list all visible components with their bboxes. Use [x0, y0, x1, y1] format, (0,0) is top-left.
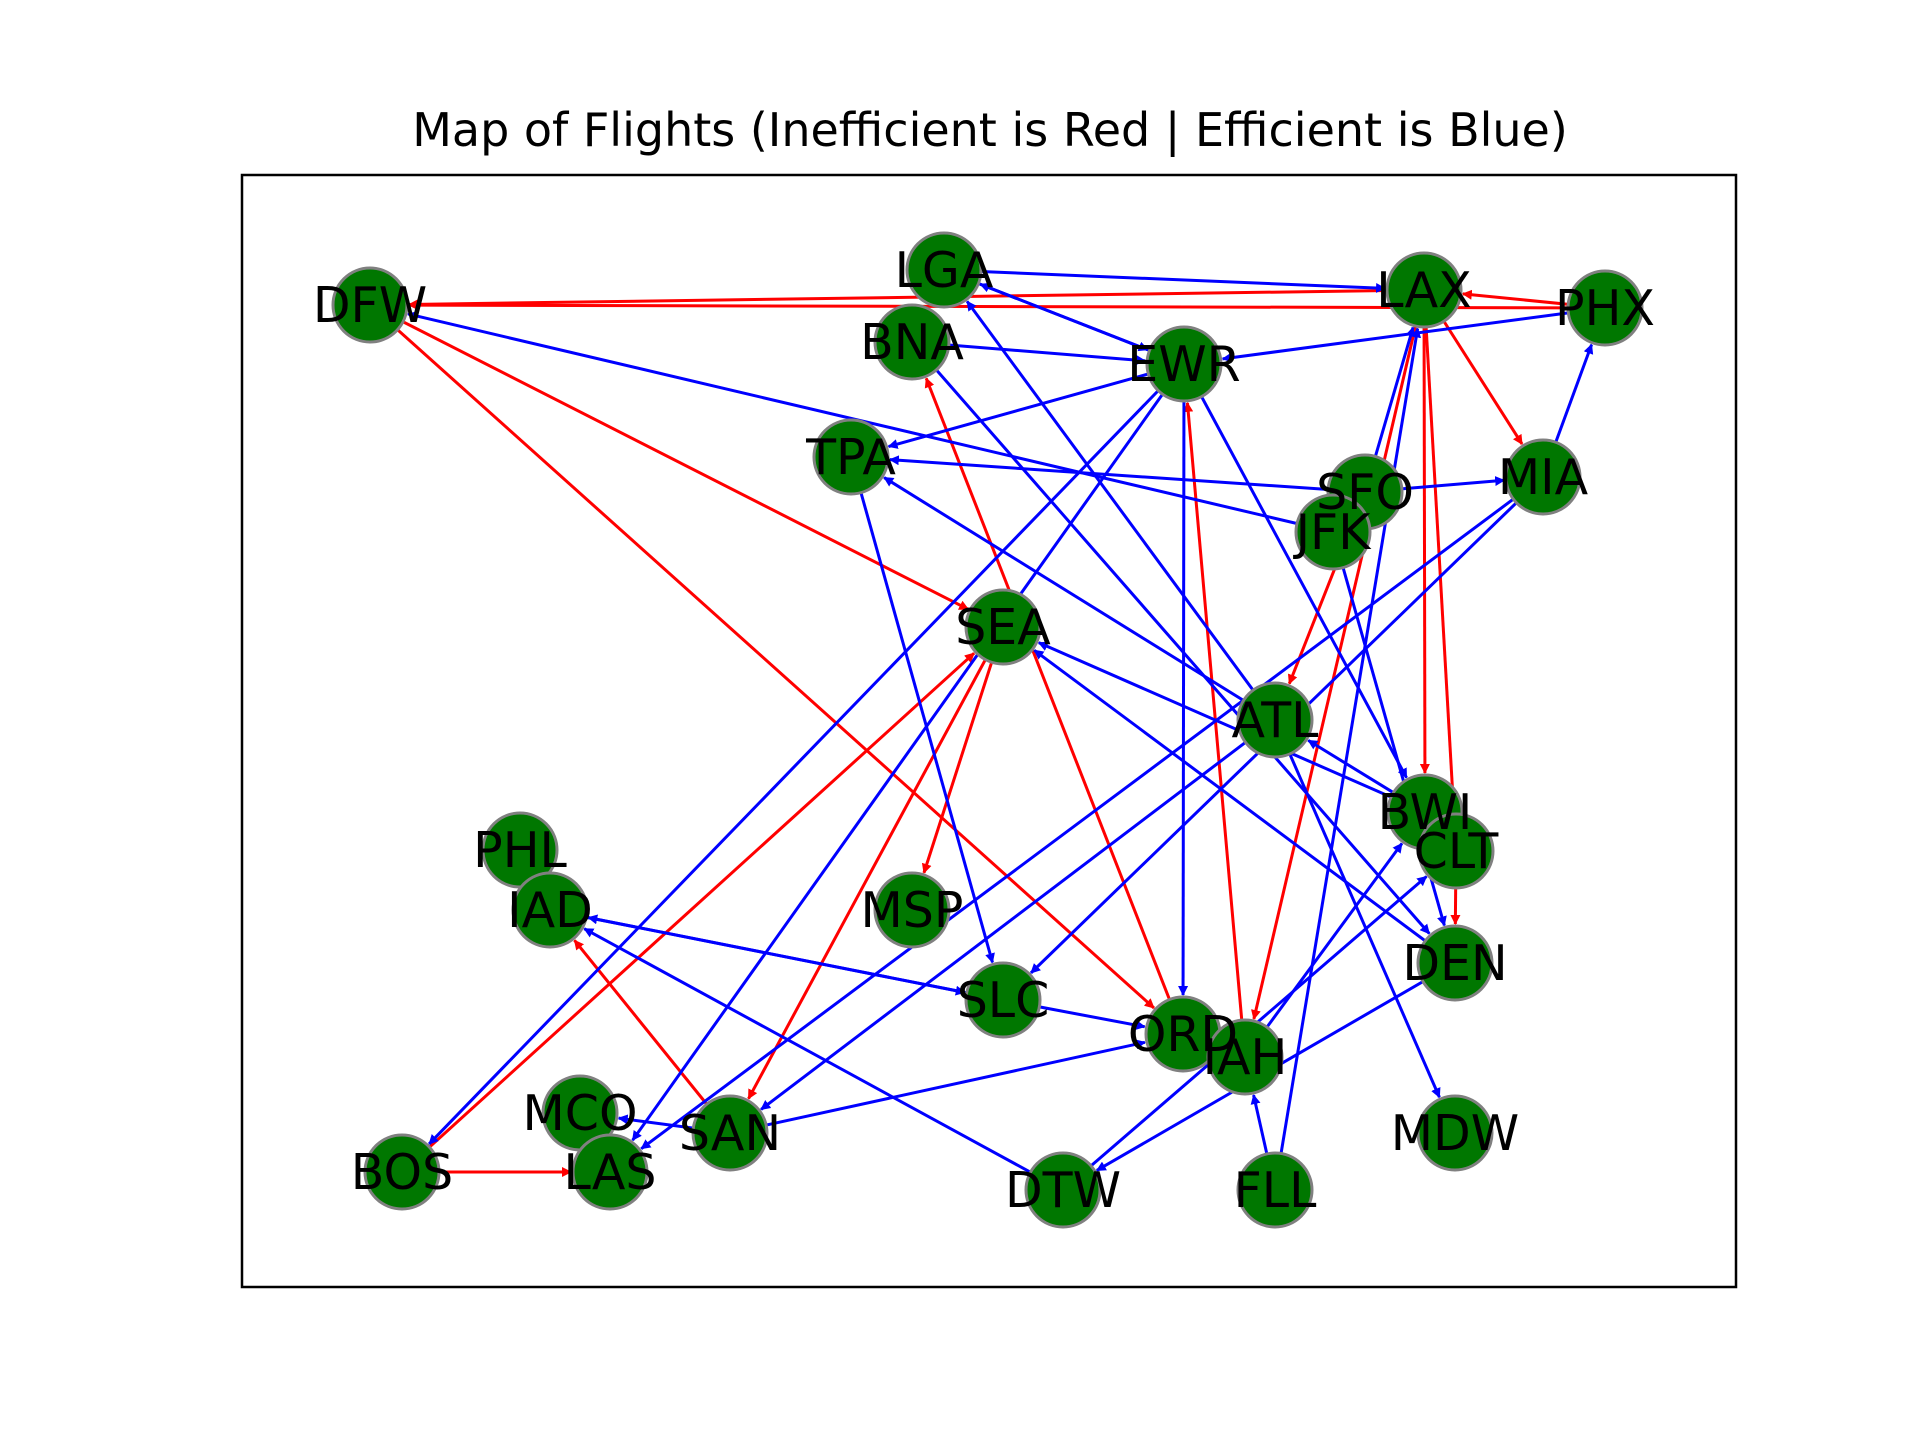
node-lax	[1385, 251, 1463, 329]
edge-ewr-las	[631, 363, 1186, 1142]
node-iad	[511, 871, 589, 949]
node-label-dfw: DFW	[313, 277, 427, 334]
node-label-mia: MIA	[1498, 449, 1589, 506]
node-label-lax: LAX	[1376, 262, 1472, 319]
node-label-fll: FLL	[1234, 1162, 1317, 1219]
chart-title: Map of Flights (Inefficient is Red | Eff…	[412, 103, 1568, 158]
edge-sfo-tpa	[888, 455, 1366, 494]
node-label-iad: IAD	[507, 882, 593, 939]
edge-slc-iad	[587, 914, 1004, 1002]
edge-bna-den	[910, 341, 1431, 935]
edge-ewr-bos	[428, 362, 1186, 1146]
node-ewr	[1145, 325, 1223, 403]
node-label-bwi: BWI	[1378, 784, 1473, 841]
edge-dtw-iad	[583, 927, 1064, 1192]
edge-bos-sea	[400, 652, 976, 1174]
edge-sea-san	[747, 626, 1005, 1100]
edges-layer	[368, 268, 1606, 1192]
edge-lax-bwi	[1419, 289, 1430, 775]
node-tpa	[812, 418, 890, 496]
node-slc	[964, 961, 1042, 1039]
edge-ord-bna	[924, 377, 1185, 1035]
node-den	[1416, 924, 1494, 1002]
edge-ewr-ord	[1178, 363, 1189, 997]
edge-lga-lax	[943, 268, 1387, 293]
node-label-den: DEN	[1402, 935, 1507, 992]
node-label-sea: SEA	[955, 599, 1051, 656]
node-label-san: SAN	[679, 1105, 781, 1162]
plot-frame	[240, 173, 1738, 1289]
node-lga	[905, 231, 983, 309]
edge-dfw-sea	[369, 303, 970, 611]
node-dfw	[331, 266, 409, 344]
node-label-bos: BOS	[351, 1144, 453, 1201]
node-mia	[1504, 438, 1582, 516]
node-label-lga: LGA	[895, 242, 994, 299]
node-bos	[363, 1133, 441, 1211]
node-sea	[964, 588, 1042, 666]
node-label-mdw: MDW	[1391, 1105, 1519, 1162]
node-jfk	[1294, 493, 1372, 571]
edge-sea-msp	[921, 626, 1005, 874]
node-fll	[1236, 1151, 1314, 1229]
edge-atl-mdw	[1273, 719, 1441, 1099]
edge-bna-ewr	[911, 340, 1147, 366]
node-atl	[1236, 681, 1314, 759]
node-label-phx: PHX	[1555, 280, 1655, 337]
edge-ewr-bwi	[1182, 363, 1408, 779]
node-label-iah: IAH	[1203, 1029, 1288, 1086]
node-mdw	[1416, 1094, 1494, 1172]
node-label-atl: ATL	[1232, 692, 1320, 749]
edge-atl-tpa	[883, 476, 1276, 722]
edge-mia-las	[640, 475, 1544, 1150]
edge-dfw-ord	[368, 303, 1155, 1010]
node-label-ewr: EWR	[1127, 336, 1240, 393]
node-dtw	[1024, 1151, 1102, 1229]
node-label-sfo: SFO	[1316, 464, 1414, 521]
node-phx	[1566, 269, 1644, 347]
node-label-slc: SLC	[957, 972, 1050, 1029]
node-label-mco: MCO	[522, 1085, 637, 1142]
node-label-dtw: DTW	[1005, 1162, 1121, 1219]
node-label-bna: BNA	[860, 314, 964, 371]
edge-iah-bwi	[1243, 842, 1404, 1058]
edge-lax-clt	[1422, 289, 1459, 814]
edge-atl-san	[760, 718, 1276, 1111]
node-label-phl: PHL	[473, 822, 567, 879]
edge-iah-ewr	[1183, 401, 1247, 1058]
node-bna	[873, 303, 951, 381]
edge-atl-lga	[965, 300, 1277, 721]
node-clt	[1417, 812, 1495, 890]
edge-jfk-dfw	[406, 311, 1334, 534]
node-iah	[1206, 1018, 1284, 1096]
node-label-clt: CLT	[1414, 823, 1500, 880]
node-label-msp: MSP	[861, 882, 964, 939]
node-label-tpa: TPA	[805, 429, 896, 486]
node-label-jfk: JFK	[1293, 504, 1373, 561]
node-msp	[873, 871, 951, 949]
edge-san-ord	[729, 1039, 1146, 1135]
node-label-ord: ORD	[1128, 1006, 1238, 1063]
edge-tpa-slc	[849, 456, 995, 964]
edge-ewr-tpa	[887, 362, 1185, 449]
edge-lax-dfw	[407, 288, 1425, 310]
edge-bwi-sea	[1037, 641, 1426, 814]
node-san	[691, 1094, 769, 1172]
node-las	[571, 1133, 649, 1211]
node-label-las: LAS	[563, 1144, 656, 1201]
